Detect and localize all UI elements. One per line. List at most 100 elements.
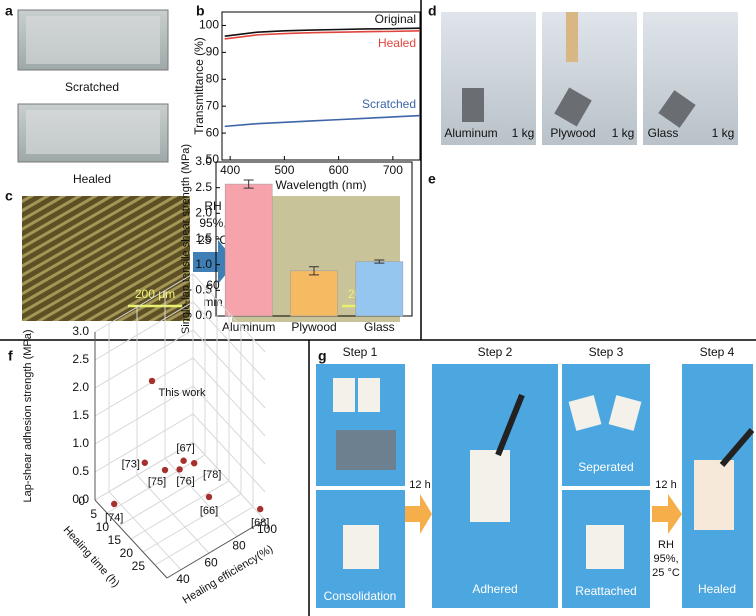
- x-tick-label: 100: [257, 522, 277, 536]
- block: [586, 525, 624, 569]
- y-tick-label: 3.0: [195, 154, 212, 168]
- arrow-time: 12 h: [655, 479, 676, 491]
- time: min: [203, 295, 222, 309]
- series-line: [224, 30, 421, 40]
- panel-letter: g: [318, 348, 327, 364]
- grid-line: [94, 329, 194, 389]
- tweezer: [495, 393, 525, 457]
- ruler: [336, 430, 396, 470]
- substrate: Glass: [648, 126, 679, 140]
- x-axis: [166, 519, 266, 579]
- micrograph-scratched: [22, 196, 190, 321]
- y-tick-label: 100: [199, 18, 219, 32]
- y-tick-label: 25: [132, 559, 146, 573]
- panel-letter: a: [5, 3, 13, 19]
- x-tick-label: Aluminum: [222, 320, 275, 334]
- x-tick-label: 500: [274, 163, 294, 177]
- y-tick-label: 2.5: [195, 180, 212, 194]
- panel-letter: b: [196, 3, 205, 19]
- point-label: [68]: [251, 517, 269, 529]
- grid-line: [94, 385, 194, 445]
- grid-line: [154, 506, 254, 566]
- caption: Healed: [73, 172, 111, 186]
- plot-frame: [221, 11, 421, 161]
- weight: [462, 88, 484, 122]
- slide: [26, 16, 160, 64]
- point-label: This work: [158, 387, 206, 399]
- condition: 25 °C: [652, 567, 680, 579]
- panel-letter: f: [8, 348, 13, 364]
- slide: [26, 110, 160, 154]
- grid-line: [94, 273, 194, 333]
- data-point: [141, 459, 148, 466]
- weight: [658, 90, 696, 128]
- point-label: [76]: [176, 475, 194, 487]
- z-tick-label: 0.0: [72, 492, 89, 506]
- series-label: Original: [375, 12, 416, 26]
- error-bar: [243, 179, 254, 189]
- point-label: [73]: [122, 459, 140, 471]
- caption: Scratched: [65, 80, 119, 94]
- point-label: [66]: [200, 505, 218, 517]
- x-tick-label: 40: [176, 572, 190, 586]
- error-bar: [374, 259, 385, 264]
- data-point: [205, 493, 213, 501]
- photo-aluminum: [441, 12, 536, 145]
- photo-glass: [643, 12, 738, 145]
- bar: [224, 183, 273, 317]
- data-point: [111, 500, 118, 508]
- data-point: [161, 466, 169, 474]
- x-tick-label: 600: [329, 163, 349, 177]
- panel-letter: e: [428, 171, 436, 187]
- arrow: [652, 494, 682, 534]
- series-line: [224, 27, 421, 38]
- grid-line: [94, 413, 194, 473]
- grid-line: [142, 493, 242, 553]
- weight: [554, 87, 592, 127]
- caption: Seperated: [578, 460, 633, 474]
- data-point: [148, 377, 156, 385]
- substrate: Aluminum: [444, 126, 497, 140]
- caption: Reattached: [575, 584, 636, 598]
- z-tick-label: 1.5: [72, 408, 89, 422]
- y-tick-label: 0: [78, 494, 85, 508]
- block: [608, 395, 642, 431]
- data-point: [257, 505, 264, 513]
- y-tick-label: 90: [206, 45, 220, 59]
- series-label: Scratched: [362, 97, 416, 111]
- y-tick-label: 1.0: [195, 257, 212, 271]
- x-tick-label: 700: [383, 163, 403, 177]
- z-tick-label: 0.5: [72, 464, 89, 478]
- condition: 25 °C: [198, 233, 228, 247]
- block: [694, 460, 734, 530]
- z-tick-label: 2.0: [72, 380, 89, 394]
- substrate: Plywood: [550, 126, 595, 140]
- block: [358, 378, 380, 412]
- time: 60: [206, 278, 220, 292]
- x-tick-label: 60: [204, 555, 218, 569]
- arrow: [405, 494, 432, 534]
- point-label: [67]: [176, 443, 194, 455]
- y-tick-label: 0.5: [195, 283, 212, 297]
- step: Step 1: [343, 345, 378, 359]
- load: 1 kg: [712, 126, 735, 140]
- photo-plywood: [542, 12, 637, 145]
- x-axis-title: Wavelength (nm): [276, 178, 367, 192]
- condition: 95%,: [199, 216, 226, 230]
- z-tick-label: 3.0: [72, 324, 89, 338]
- series-label: Healed: [378, 36, 416, 50]
- y-tick-label: 1.5: [195, 231, 212, 245]
- data-point: [191, 460, 198, 467]
- y-axis: [94, 499, 168, 579]
- x-tick-label: 80: [232, 539, 246, 553]
- point-label: [74]: [105, 512, 123, 524]
- point-label: [78]: [203, 469, 221, 481]
- panel-letter: d: [428, 3, 437, 19]
- condition: RH: [658, 539, 674, 551]
- load: 1 kg: [612, 126, 635, 140]
- bar: [290, 270, 338, 317]
- grid-line: [106, 454, 206, 514]
- data-point: [180, 457, 187, 464]
- x-tick-label: 400: [220, 163, 240, 177]
